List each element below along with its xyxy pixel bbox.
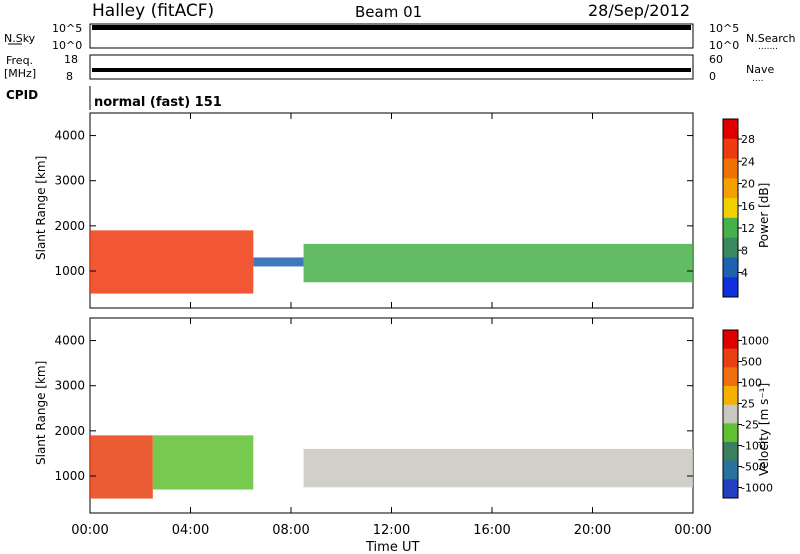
colorbar-tick-label: 500 <box>741 356 762 369</box>
nave-label: Nave <box>746 63 774 76</box>
nsearch-tick-top: 10^5 <box>709 22 739 35</box>
power-colorbar: Power [dB] 28 24 20 16 12 8 4 <box>722 118 771 298</box>
colorbar-frame <box>722 118 739 298</box>
colorbar-segment <box>723 404 738 424</box>
power-ylabel: Slant Range [km] <box>34 156 48 260</box>
nave-dots: .... <box>752 74 763 84</box>
colorbar-frame <box>722 329 739 499</box>
freq-panel: Freq. [MHz] 18 8 60 0 Nave .... <box>4 53 774 84</box>
colorbar-segment <box>723 330 738 350</box>
xtick-label: 08:00 <box>272 523 309 538</box>
scatter-band <box>90 230 254 294</box>
scatter-band <box>303 448 693 488</box>
velocity-ylabel: Slant Range [km] <box>34 361 48 465</box>
nsky-label: N.Sky <box>4 32 36 45</box>
scatter-band <box>303 243 693 283</box>
colorbar-segment <box>723 386 738 406</box>
colorbar-segment <box>723 158 738 179</box>
colorbar-tick-label: 25 <box>741 398 755 411</box>
ytick-label: 2000 <box>54 424 85 438</box>
xtick-label: 00:00 <box>674 523 711 538</box>
colorbar-tick-label: 4 <box>741 267 748 280</box>
colorbar-tick-label: -25 <box>741 419 759 432</box>
nave-tick-top: 60 <box>709 53 723 66</box>
nsearch-dots: ....... <box>758 42 778 52</box>
colorbar-tick-label: 20 <box>741 178 755 191</box>
cpid-label: CPID <box>6 88 38 102</box>
ytick-label: 2000 <box>54 219 85 233</box>
colorbar-segment <box>723 257 738 278</box>
freq-unit: [MHz] <box>4 67 36 80</box>
velocity-colorbar: Velocity [m s⁻¹] 1000 500 100 25 -25 -100 -500… <box>722 329 773 499</box>
colorbar-tick-label: 12 <box>741 222 755 235</box>
colorbar-segment <box>723 277 738 298</box>
cpid-panel: CPID normal (fast) 151 <box>6 86 222 110</box>
colorbar-segment <box>723 442 738 462</box>
xaxis-label: Time UT <box>365 540 419 554</box>
colorbar-segment <box>723 460 738 480</box>
scatter-band <box>152 435 254 490</box>
ytick-label: 3000 <box>54 174 85 188</box>
velocity-panel: 4000 3000 2000 1000 Slant Range [km] <box>34 317 694 514</box>
cpid-mode: normal (fast) 151 <box>94 95 222 110</box>
velocity-colorbar-label: Velocity [m s⁻¹] <box>757 383 771 476</box>
nsky-tick-bottom: 10^0 <box>52 39 82 52</box>
ytick-label: 1000 <box>54 264 85 278</box>
freq-trace <box>92 68 691 72</box>
nave-tick-bottom: 0 <box>709 70 716 83</box>
nsearch-label: N.Search <box>746 32 796 45</box>
colorbar-tick-label: 100 <box>741 377 762 390</box>
xtick-label: 12:00 <box>373 523 410 538</box>
colorbar-tick-label: 24 <box>741 155 755 168</box>
nsearch-tick-bottom: 10^0 <box>709 39 739 52</box>
ytick-label: 1000 <box>54 469 85 483</box>
colorbar-segment <box>723 138 738 160</box>
colorbar-segment <box>723 198 738 219</box>
colorbar-segment <box>723 119 738 140</box>
time-axis: Time UT 00:00 04:00 08:00 12:00 16:00 20:00 00… <box>71 113 712 554</box>
colorbar-segment <box>723 217 738 239</box>
colorbar-tick-label: 8 <box>741 244 748 257</box>
ytick-label: 4000 <box>54 129 85 143</box>
colorbar-segment <box>723 237 738 258</box>
xtick-label: 20:00 <box>574 523 611 538</box>
colorbar-tick-label: -500 <box>741 461 766 474</box>
colorbar-tick-label: -100 <box>741 440 766 453</box>
ytick-label: 4000 <box>54 334 85 348</box>
xtick-label: 16:00 <box>473 523 510 538</box>
station-title: Halley (fitACF) <box>92 1 214 21</box>
freq-label: Freq. <box>6 54 33 67</box>
nsky-tick-top: 10^5 <box>52 22 82 35</box>
colorbar-segment <box>723 178 738 199</box>
colorbar-tick-label: 1000 <box>741 335 769 348</box>
colorbar-tick-label: -1000 <box>741 482 773 495</box>
nsky-trace <box>92 25 691 30</box>
ytick-label: 3000 <box>54 379 85 393</box>
power-panel: 4000 3000 2000 1000 Slant Range [km] <box>34 112 694 309</box>
freq-tick-top: 18 <box>64 53 78 66</box>
nsky-panel: N.Sky 10^5 10^0 10^5 10^0 N.Search .....… <box>4 22 796 52</box>
scatter-band <box>90 435 153 499</box>
freq-tick-bottom: 8 <box>66 70 73 83</box>
beam-label: Beam 01 <box>355 3 422 21</box>
colorbar-segment <box>723 367 738 387</box>
scatter-band <box>253 257 304 267</box>
colorbar-segment <box>723 348 738 368</box>
colorbar-segment <box>723 479 738 499</box>
xtick-label: 00:00 <box>71 523 108 538</box>
power-colorbar-label: Power [dB] <box>757 183 771 248</box>
colorbar-tick-label: 28 <box>741 133 755 146</box>
colorbar-segment <box>723 423 738 443</box>
colorbar-tick-label: 16 <box>741 200 755 213</box>
date-label: 28/Sep/2012 <box>588 1 690 20</box>
xtick-label: 04:00 <box>172 523 209 538</box>
